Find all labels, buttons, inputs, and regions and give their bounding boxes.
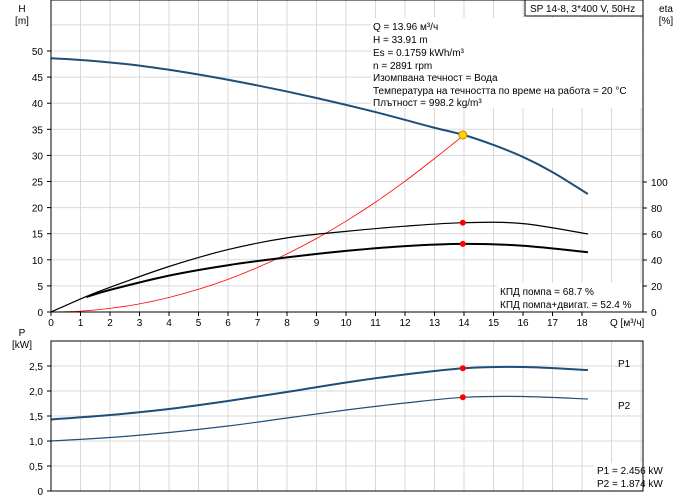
efficiency-box — [497, 283, 642, 311]
x-tick-label: 13 — [429, 318, 441, 329]
h-tick-label: 40 — [32, 99, 44, 110]
info-line: Q = 13.96 м³/ч — [373, 22, 438, 33]
info-line: Изомпвана течност = Вода — [373, 73, 498, 84]
x-tick-label: 6 — [225, 318, 231, 329]
eta-axis-label: eta — [659, 4, 673, 15]
x-tick-label: 4 — [166, 318, 172, 329]
p1-text: P1 = 2.456 kW — [597, 466, 663, 477]
eta-tick-label: 0 — [651, 308, 657, 319]
h-tick-label: 45 — [32, 73, 44, 84]
p-tick-label: 1,5 — [29, 412, 43, 423]
x-tick-label: 7 — [255, 318, 261, 329]
head-curve — [50, 57, 589, 195]
duty-point-p1 — [459, 365, 466, 372]
p-tick-label: 2,5 — [29, 362, 43, 373]
p-tick-label: 1,0 — [29, 437, 43, 448]
power-box — [594, 463, 642, 490]
eta-tick-label: 80 — [651, 204, 663, 215]
h-tick-label: 30 — [32, 151, 44, 162]
x-tick-label: 18 — [576, 318, 588, 329]
eta-total-text: КПД помпа+двигат. = 52.4 % — [500, 300, 632, 311]
h-tick-label: 0 — [37, 308, 43, 319]
eta_total-curve — [86, 242, 588, 299]
h-tick-label: 5 — [37, 282, 43, 293]
p-tick-label: 0,5 — [29, 462, 43, 473]
h-tick-label: 35 — [32, 125, 44, 136]
x-tick-label: 17 — [547, 318, 559, 329]
p-axis-label: P — [19, 328, 26, 339]
q-axis-label: Q [м³/ч] — [610, 318, 645, 329]
p-tick-label: 0 — [37, 487, 43, 498]
x-tick-label: 0 — [48, 318, 54, 329]
x-tick-label: 5 — [196, 318, 202, 329]
system-curve — [50, 134, 465, 313]
x-tick-label: 15 — [488, 318, 500, 329]
x-tick-label: 8 — [284, 318, 290, 329]
h-axis-unit: [m] — [15, 16, 29, 27]
eta-pump-text: КПД помпа = 68.7 % — [500, 287, 594, 298]
p-tick-label: 2,0 — [29, 387, 43, 398]
eta_pump-curve — [50, 221, 588, 313]
duty-point-p2 — [459, 394, 466, 401]
top-plot-frame — [50, 0, 644, 313]
info-line: Es = 0.1759 kWh/m³ — [373, 48, 465, 59]
duty-point-head — [458, 130, 468, 140]
eta-tick-label: 20 — [651, 282, 663, 293]
info-line: n = 2891 rpm — [373, 61, 432, 72]
h-tick-label: 25 — [32, 178, 44, 189]
x-tick-label: 3 — [137, 318, 143, 329]
p2-curve — [50, 395, 588, 442]
h-tick-label: 15 — [32, 230, 44, 241]
p1-curve — [50, 365, 588, 421]
duty-point-eta-total — [459, 240, 466, 247]
h-tick-label: 10 — [32, 256, 44, 267]
p-axis-unit: [kW] — [12, 340, 32, 351]
x-tick-label: 10 — [340, 318, 352, 329]
x-tick-label: 2 — [107, 318, 113, 329]
eta-tick-label: 60 — [651, 230, 663, 241]
x-tick-label: 11 — [370, 318, 381, 329]
info-box — [371, 18, 642, 108]
p2-curve-label: P2 — [618, 401, 631, 412]
info-line: Температура на течността по време на раб… — [373, 85, 627, 97]
duty-point-eta-pump — [459, 219, 466, 226]
title-box — [524, 0, 644, 17]
h-tick-label: 20 — [32, 204, 44, 215]
x-tick-label: 16 — [517, 318, 529, 329]
info-line: H = 33.91 m — [373, 35, 428, 46]
eta-tick-label: 40 — [651, 256, 663, 267]
info-line: Плътност = 998.2 kg/m³ — [373, 98, 482, 109]
h-tick-label: 50 — [32, 47, 44, 58]
eta-tick-label: 100 — [651, 178, 668, 189]
x-tick-label: 1 — [78, 318, 84, 329]
eta-axis-unit: [%] — [659, 16, 674, 27]
title-box-text: SP 14-8, 3*400 V, 50Hz — [530, 4, 635, 15]
p2-text: P2 = 1.874 kW — [597, 479, 663, 490]
x-tick-label: 14 — [458, 318, 470, 329]
x-tick-label: 12 — [399, 318, 411, 329]
x-tick-label: 9 — [314, 318, 320, 329]
info-lines: Q = 13.96 м³/ч H = 33.91 m Es = 0.1759 k… — [373, 22, 627, 109]
p1-curve-label: P1 — [618, 359, 631, 370]
h-axis-label: H — [18, 4, 25, 15]
